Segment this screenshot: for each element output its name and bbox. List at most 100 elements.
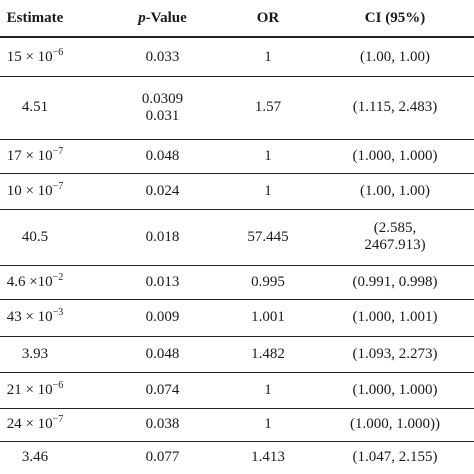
cell-or: 1.482 xyxy=(228,336,308,372)
estimate-exponent: −2 xyxy=(52,271,64,283)
estimate-exponent: −7 xyxy=(52,414,64,425)
header-or: OR xyxy=(256,9,280,26)
cell-pvalue: 0.038 xyxy=(115,408,210,441)
estimate-base: 43 × 10 xyxy=(6,309,53,325)
cell-or: 1 xyxy=(228,408,308,441)
estimate-value: 43 × 10−3 xyxy=(6,307,64,326)
cell-pvalue: 0.077 xyxy=(115,441,210,474)
pvalue-text: 0.009 xyxy=(145,309,180,325)
row-rule xyxy=(0,299,474,300)
cell-ci: (0.991, 0.998) xyxy=(320,265,470,299)
row-rule xyxy=(0,408,474,409)
cell-or: 0.995 xyxy=(228,265,308,299)
or-text: 1 xyxy=(264,182,272,199)
cell-or: 57.445 xyxy=(228,209,308,265)
ci-text: (1.00, 1.00) xyxy=(360,182,430,199)
cell-estimate: 43 × 10−3 xyxy=(0,299,90,336)
cell-estimate: 40.5 xyxy=(0,209,90,265)
pvalue-text: 0.013 xyxy=(145,273,180,290)
estimate-value: 24 × 10−7 xyxy=(6,414,64,433)
pvalue-text: 0.074 xyxy=(145,381,180,398)
pvalue-text: 0.038 xyxy=(145,416,180,432)
estimate-value: 3.93 xyxy=(22,346,48,363)
estimate-base: 24 × 10 xyxy=(6,416,53,432)
table-header: Estimate p-Value OR CI (95%) xyxy=(0,0,474,36)
cell-ci: (2.585, 2467.913) xyxy=(320,209,470,265)
cell-pvalue: 0.018 xyxy=(115,209,210,265)
pvalue-text: 0.048 xyxy=(145,345,180,362)
ci-text: (1.000, 1.000) xyxy=(352,381,438,398)
pvalue-text: 0.048 xyxy=(145,147,180,164)
estimate-exponent: −7 xyxy=(52,180,64,192)
estimate-value: 3.46 xyxy=(22,449,48,466)
cell-or: 1 xyxy=(228,38,308,76)
header-estimate: Estimate xyxy=(6,9,64,26)
ci-text: 2467.913) xyxy=(364,237,426,253)
cell-ci: (1.000, 1.001) xyxy=(320,299,470,336)
cell-estimate: 3.46 xyxy=(0,441,90,474)
cell-estimate: 3.93 xyxy=(0,336,90,372)
header-pvalue: p-Value xyxy=(115,4,210,32)
cell-estimate: 10 × 10−7 xyxy=(0,173,90,209)
cell-or: 1.001 xyxy=(228,299,308,336)
estimate-exponent: −7 xyxy=(52,145,64,157)
or-text: 1 xyxy=(264,381,272,398)
cell-estimate: 24 × 10−7 xyxy=(0,408,90,441)
estimate-base: 21 × 10 xyxy=(6,381,53,398)
estimate-base: 3.46 xyxy=(21,449,49,465)
or-text: 1 xyxy=(264,48,272,65)
estimate-value: 40.5 xyxy=(22,229,48,246)
cell-ci: (1.00, 1.00) xyxy=(320,173,470,209)
ci-text: (1.115, 2.483) xyxy=(352,99,438,115)
estimate-value: 4.6 ×10−2 xyxy=(6,271,64,291)
ci-text: (1.00, 1.00) xyxy=(360,48,430,65)
cell-pvalue: 0.048 xyxy=(115,336,210,372)
or-text: 0.995 xyxy=(251,273,285,290)
ci-text: (1.000, 1.000)) xyxy=(350,416,440,432)
row-rule xyxy=(0,441,474,442)
cell-ci: (1.047, 2.155) xyxy=(320,441,470,474)
pvalue-text: 0.077 xyxy=(145,449,180,465)
estimate-base: 15 × 10 xyxy=(6,48,53,65)
cell-pvalue: 0.0309 0.031 xyxy=(115,76,210,139)
estimate-base: 10 × 10 xyxy=(6,182,53,199)
estimate-exponent: −3 xyxy=(52,307,64,318)
ci-text: (1.047, 2.155) xyxy=(352,449,438,465)
estimate-value: 15 × 10−6 xyxy=(6,47,64,66)
estimate-base: 4.51 xyxy=(21,99,49,115)
or-text: 1 xyxy=(264,147,272,164)
cell-or: 1 xyxy=(228,139,308,173)
row-rule xyxy=(0,139,474,140)
or-text: 1.482 xyxy=(251,345,285,362)
cell-pvalue: 0.048 xyxy=(115,139,210,173)
header-ci: CI (95%) xyxy=(364,9,426,26)
row-rule xyxy=(0,209,474,210)
cell-ci: (1.000, 1.000)) xyxy=(320,408,470,441)
row-rule xyxy=(0,265,474,266)
cell-pvalue: 0.074 xyxy=(115,372,210,408)
cell-ci: (1.115, 2.483) xyxy=(320,76,470,139)
or-text: 1.413 xyxy=(251,449,285,465)
estimate-exponent: −6 xyxy=(52,379,64,391)
estimate-value: 21 × 10−6 xyxy=(6,379,64,399)
ci-text: (0.991, 0.998) xyxy=(352,273,438,290)
estimate-base: 17 × 10 xyxy=(6,147,53,164)
row-rule xyxy=(0,336,474,337)
cell-or: 1 xyxy=(228,372,308,408)
estimate-base: 40.5 xyxy=(21,228,49,245)
row-rule xyxy=(0,76,474,77)
estimate-base: 4.6 ×10 xyxy=(6,273,53,290)
cell-ci: (1.00, 1.00) xyxy=(320,38,470,76)
row-rule xyxy=(0,372,474,373)
cell-ci: (1.093, 2.273) xyxy=(320,336,470,372)
cell-or: 1.413 xyxy=(228,441,308,474)
pvalue-text: 0.0309 xyxy=(141,90,184,107)
cell-estimate: 21 × 10−6 xyxy=(0,372,90,408)
cell-ci: (1.000, 1.000) xyxy=(320,372,470,408)
cell-ci: (1.000, 1.000) xyxy=(320,139,470,173)
cell-estimate: 4.6 ×10−2 xyxy=(0,265,90,299)
pvalue-text: 0.033 xyxy=(145,48,180,65)
cell-estimate: 17 × 10−7 xyxy=(0,139,90,173)
cell-pvalue: 0.013 xyxy=(115,265,210,299)
